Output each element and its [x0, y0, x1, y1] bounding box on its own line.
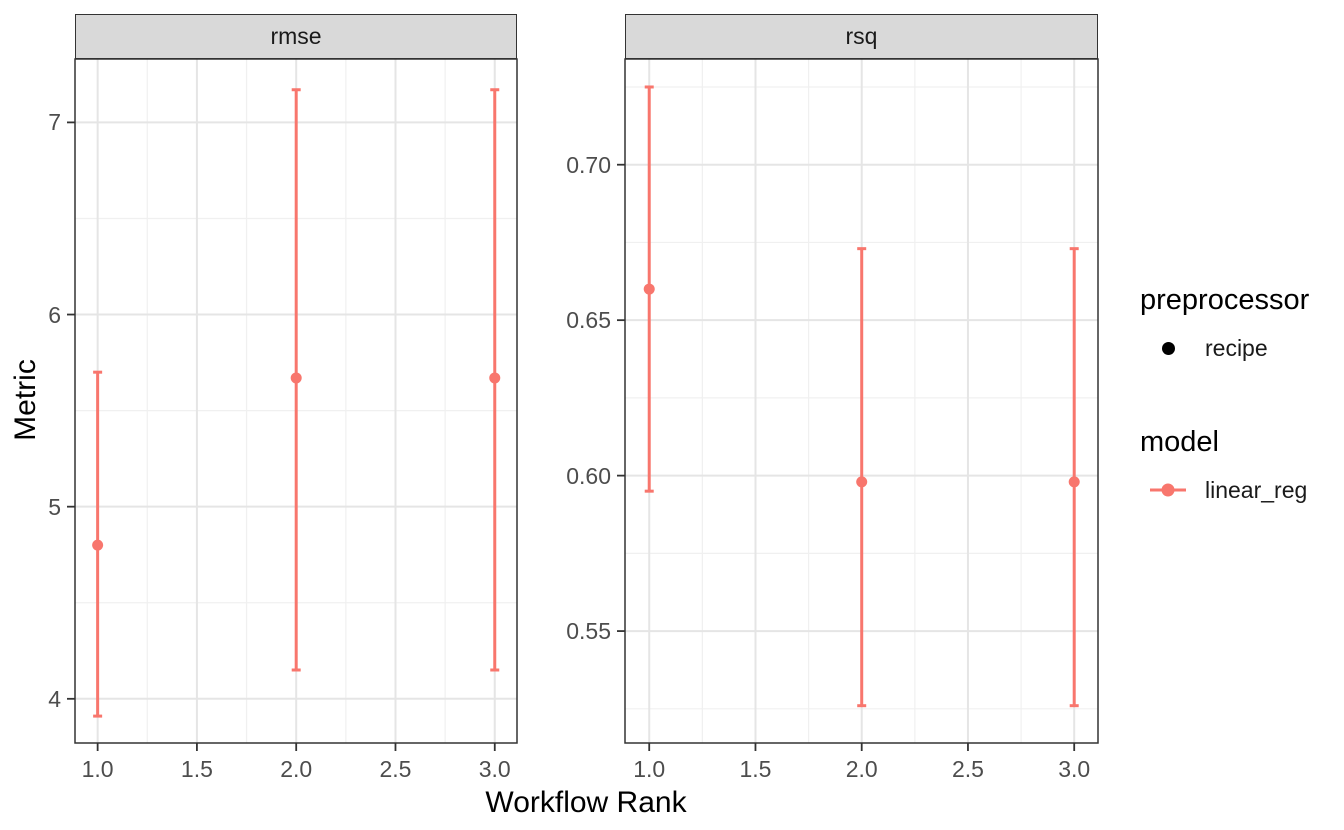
legend-title-model: model: [1140, 426, 1219, 458]
y-tick-label: 6: [48, 301, 61, 328]
facet-panel-rsq: [617, 58, 1099, 751]
legend-item-linear-reg: linear_reg: [1150, 470, 1340, 510]
legend: preprocessor recipe model linear_reg: [1140, 282, 1340, 510]
legend-group-preprocessor: preprocessor recipe: [1140, 282, 1340, 368]
errorbar-rsq-rank-2: [856, 247, 868, 708]
errorbar-rmse-rank-1: [92, 370, 104, 718]
x-tick-label: 1.5: [180, 756, 213, 782]
x-tick-label: 2.0: [280, 756, 313, 782]
facet-strip-rmse: rmse: [75, 14, 517, 59]
legend-item-recipe: recipe: [1150, 328, 1340, 368]
y-tick-label: 0.60: [566, 462, 611, 489]
errorbar-rsq-rank-3: [1068, 247, 1080, 708]
y-axis-title: Metric: [9, 359, 42, 441]
errorbar-rmse-rank-3: [489, 88, 501, 672]
y-tick-label: 0.65: [566, 307, 611, 334]
legend-item-linear-reg-label: linear_reg: [1205, 476, 1308, 503]
x-tick-label: 2.5: [379, 756, 412, 782]
y-tick-label: 4: [48, 685, 61, 712]
y-tick-label: 0.70: [566, 151, 611, 178]
x-tick-label: 3.0: [1058, 756, 1091, 782]
y-tick-label: 0.55: [566, 618, 611, 645]
legend-group-model: model linear_reg: [1140, 424, 1340, 510]
facet-strip-rsq: rsq: [625, 14, 1098, 59]
x-tick-label: 2.5: [951, 756, 984, 782]
y-tick-label: 7: [48, 109, 61, 136]
x-tick-label: 1.5: [739, 756, 772, 782]
facet-strip-rsq-label: rsq: [845, 23, 878, 49]
facet-panel-rmse: [67, 58, 518, 751]
legend-title-preprocessor: preprocessor: [1140, 284, 1310, 316]
legend-item-recipe-label: recipe: [1205, 334, 1268, 361]
x-axis-title: Workflow Rank: [485, 786, 687, 819]
x-tick-label: 2.0: [845, 756, 878, 782]
y-tick-label: 5: [48, 493, 61, 520]
x-tick-label: 1.0: [633, 756, 666, 782]
point-marker-icon: [1150, 340, 1186, 356]
facet-strip-rmse-label: rmse: [270, 23, 322, 49]
point-line-marker-icon: [1150, 482, 1186, 498]
x-tick-label: 1.0: [81, 756, 114, 782]
x-tick-label: 3.0: [478, 756, 511, 782]
errorbar-rsq-rank-1: [643, 85, 655, 493]
errorbar-rmse-rank-2: [290, 88, 302, 672]
